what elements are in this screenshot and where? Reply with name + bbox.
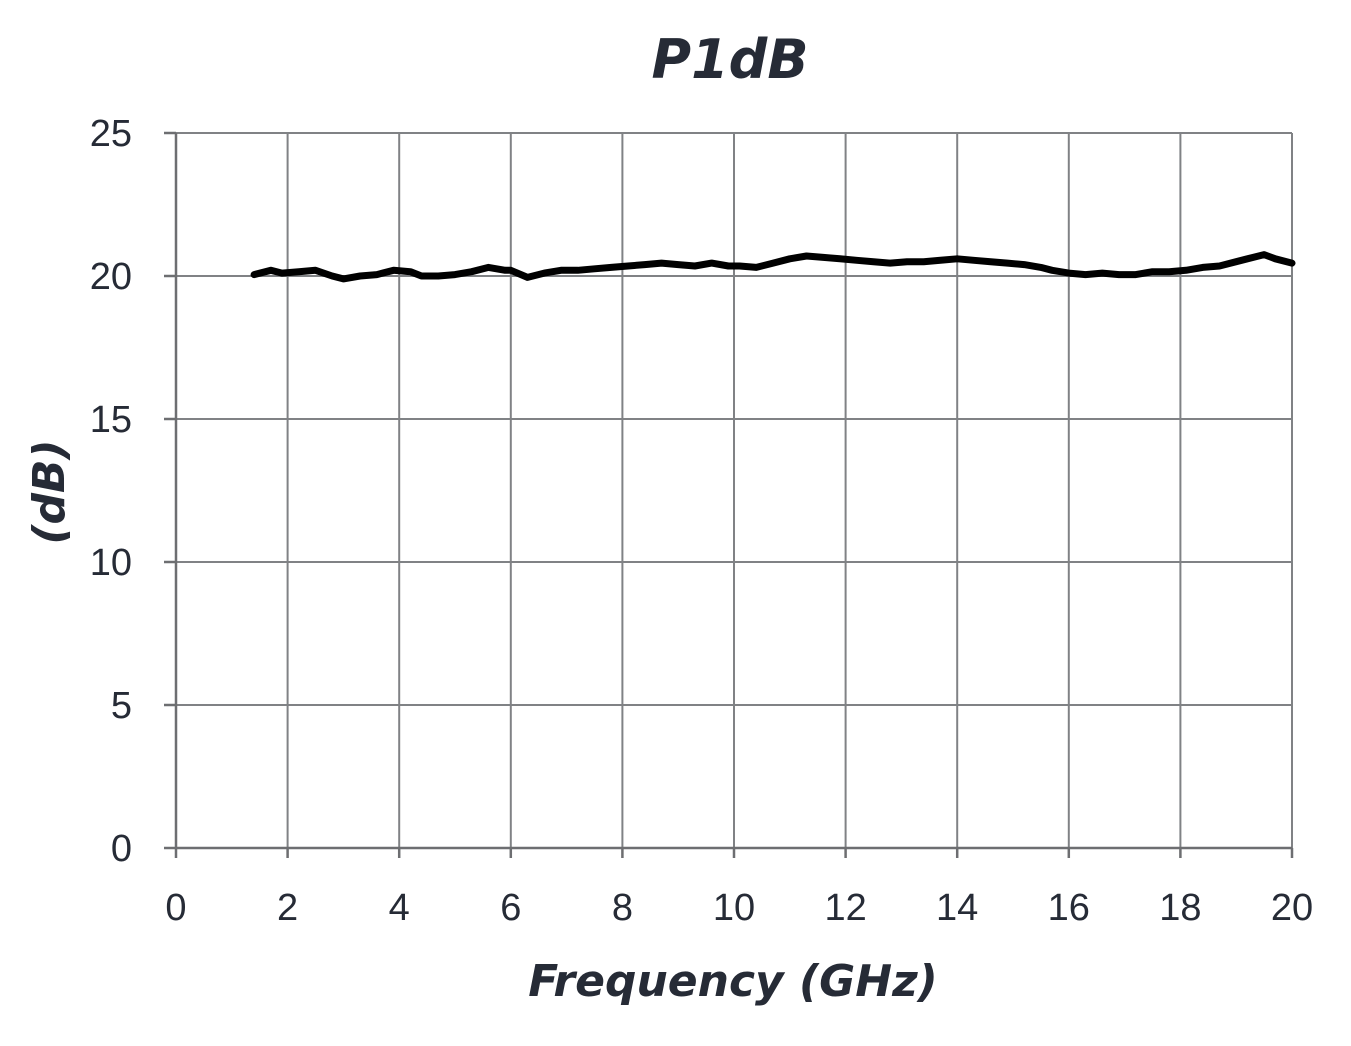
- y-tick-label: 15: [90, 399, 132, 441]
- y-tick-label: 0: [111, 828, 132, 870]
- x-tick-label: 10: [713, 887, 755, 929]
- x-tick-label: 14: [936, 887, 978, 929]
- chart-title: P1dB: [652, 28, 809, 91]
- x-tick-label: 0: [165, 887, 186, 929]
- y-tick-label: 20: [90, 256, 132, 298]
- x-tick-label: 20: [1271, 887, 1313, 929]
- x-axis-label: Frequency (GHz): [528, 956, 938, 1007]
- gridlines: [175, 132, 1293, 848]
- x-tick-label: 16: [1048, 887, 1090, 929]
- axes: [164, 131, 1294, 858]
- tick-labels: 0 2 4 6 8 10 12 14 16 18 20 0 5 10 15 20 25: [90, 113, 1313, 929]
- x-tick-label: 12: [824, 887, 866, 929]
- x-tick-label: 6: [500, 887, 521, 929]
- series-layer: [250, 251, 1296, 283]
- y-tick-label: 25: [90, 113, 132, 155]
- y-tick-label: 5: [111, 685, 132, 727]
- y-tick-label: 10: [90, 542, 132, 584]
- x-tick-label: 2: [277, 887, 298, 929]
- series-line-0: [250, 251, 1296, 283]
- x-tick-label: 4: [389, 887, 410, 929]
- x-tick-label: 8: [612, 887, 633, 929]
- x-tick-label: 18: [1159, 887, 1201, 929]
- y-axis-label: (dB): [24, 439, 75, 544]
